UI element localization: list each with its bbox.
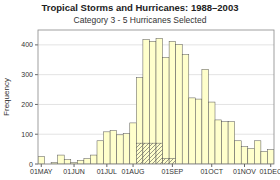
bar [136, 78, 143, 164]
bar [182, 54, 189, 164]
bar [156, 38, 163, 164]
hatched-bar-fill [143, 143, 150, 164]
x-tick [133, 164, 134, 167]
bar [241, 147, 248, 164]
bar [248, 149, 255, 164]
hatched-bar-fill [163, 159, 170, 164]
bar [235, 141, 242, 164]
y-tick [35, 134, 38, 135]
bar [215, 120, 222, 164]
x-tick [211, 164, 212, 167]
x-tick-label: 01MAY [30, 168, 53, 175]
bar [169, 41, 176, 164]
hatched-bar-fill [156, 143, 163, 164]
x-tick-label: 01SEP [161, 168, 183, 175]
hatched-bar-fill [149, 143, 156, 164]
x-tick-label: 01OCT [200, 168, 223, 175]
bar [90, 155, 97, 164]
hatched-bar [143, 143, 150, 164]
y-tick-label: 400 [21, 41, 33, 48]
bar [149, 41, 156, 164]
x-tick [172, 164, 173, 167]
x-tick-label: 01JUN [63, 168, 84, 175]
x-tick [270, 164, 271, 167]
bar [110, 131, 117, 164]
bar [189, 98, 196, 164]
hatched-bar [163, 159, 170, 164]
chart: 0 100 200 300 400 01MAY 01JUN 01JUL 01AUG 01SEP 01… [0, 0, 280, 180]
hatched-bar [149, 143, 156, 164]
hatched-bar [136, 143, 143, 164]
hatched-bar [156, 143, 163, 164]
bar [261, 151, 268, 164]
bar [143, 40, 150, 164]
bar [97, 141, 104, 164]
x-tick-label: 01NOV [233, 168, 256, 175]
subtitle: Category 3 - 5 Hurricanes Selected [74, 15, 207, 25]
y-tick [35, 164, 38, 165]
x-tick [74, 164, 75, 167]
y-tick-label: 200 [21, 101, 33, 108]
hatched-bar-fill [169, 159, 176, 164]
bar [254, 141, 261, 164]
bar [77, 160, 84, 164]
bar [117, 135, 124, 164]
x-tick-label: 01DEC [259, 168, 280, 175]
bar [84, 159, 91, 164]
bar [228, 122, 235, 164]
y-tick-label: 0 [29, 161, 33, 168]
hatched-bar-fill [136, 143, 143, 164]
y-tick-label: 300 [21, 71, 33, 78]
x-tick [41, 164, 42, 167]
plot-frame [38, 30, 274, 164]
title: Tropical Storms and Hurricanes: 1988–200… [42, 2, 239, 13]
bar [195, 99, 202, 164]
x-tick [244, 164, 245, 167]
y-tick [35, 74, 38, 75]
y-tick [35, 104, 38, 105]
bar [104, 132, 111, 164]
bar [123, 134, 130, 164]
x-tick [106, 164, 107, 167]
bar [58, 155, 65, 164]
bar [64, 160, 71, 164]
x-tick-label: 01JUL [97, 168, 117, 175]
y-axis-label: Frequency [2, 78, 11, 116]
hatched-bar [169, 159, 176, 164]
bar [163, 57, 170, 164]
bar [130, 123, 137, 164]
x-tick-label: 01AUG [122, 168, 145, 175]
y-tick-label: 100 [21, 131, 33, 138]
bar [267, 150, 274, 164]
y-tick [35, 44, 38, 45]
bar [208, 102, 215, 164]
bar [222, 122, 229, 164]
bar [38, 157, 45, 164]
bars [38, 38, 274, 164]
bar [176, 44, 183, 164]
bar [202, 69, 209, 164]
